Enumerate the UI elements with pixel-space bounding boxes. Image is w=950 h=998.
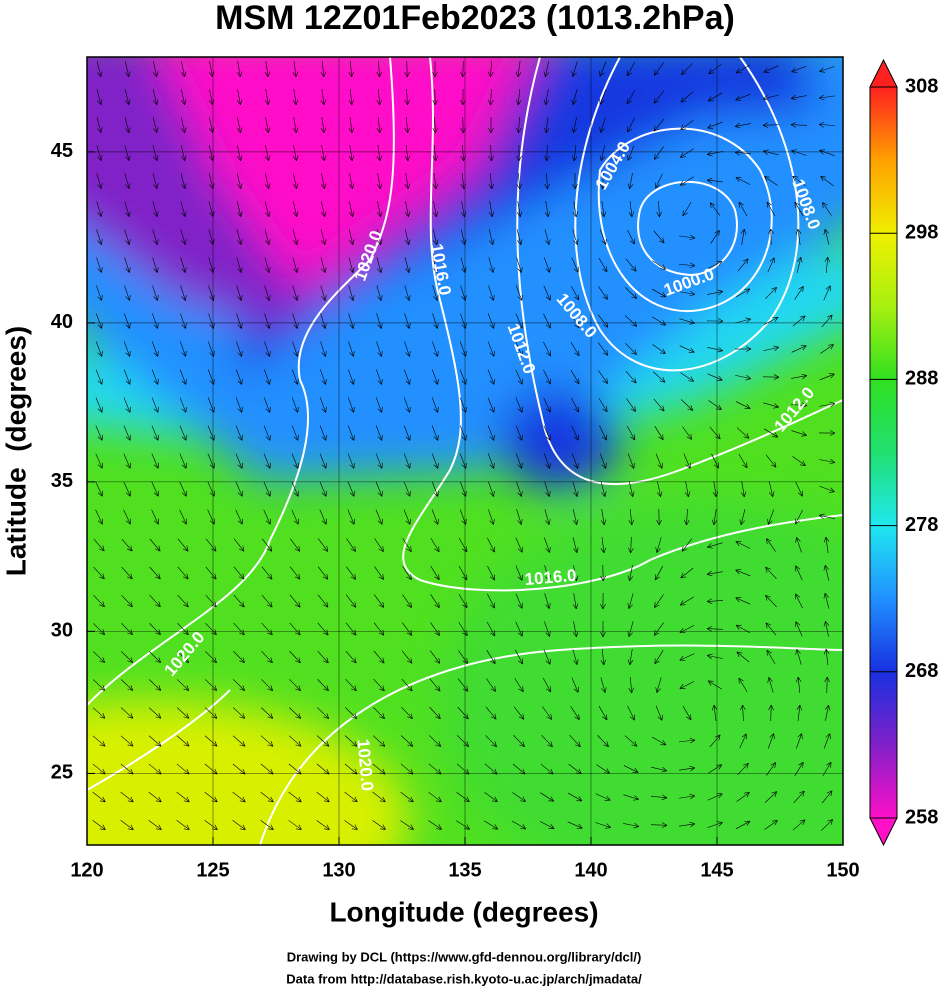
- y-tick-label: 45: [51, 140, 73, 162]
- x-tick-label: 140: [574, 859, 607, 881]
- colorbar-extend-top: [870, 60, 897, 87]
- y-tick-label: 35: [51, 470, 73, 492]
- x-axis-label: Longitude (degrees): [329, 896, 598, 927]
- colorbar-scale: [870, 87, 897, 818]
- colorbar-tick-label: 278: [905, 514, 938, 536]
- y-tick-label: 40: [51, 311, 73, 333]
- y-tick-label: 30: [51, 620, 73, 642]
- x-tick-label: 120: [70, 859, 103, 881]
- x-tick-label: 135: [448, 859, 481, 881]
- colorbar-extend-bottom: [870, 818, 897, 845]
- credit: Data from http://database.rish.kyoto-u.a…: [286, 971, 642, 986]
- x-tick-label: 125: [196, 859, 229, 881]
- colorbar-tick-label: 288: [905, 368, 938, 390]
- chart-title: MSM 12Z01Feb2023 (1013.2hPa): [215, 0, 735, 37]
- credit: Drawing by DCL (https://www.gfd-dennou.o…: [287, 949, 642, 964]
- y-axis-label: Latitude (degrees): [0, 326, 31, 576]
- y-tick-label: 25: [51, 762, 73, 784]
- x-tick-label: 130: [322, 859, 355, 881]
- colorbar-tick-label: 268: [905, 660, 938, 682]
- colorbar-tick-label: 258: [905, 806, 938, 828]
- temperature-field: [0, 30, 950, 940]
- colorbar-tick-label: 308: [905, 75, 938, 97]
- x-tick-label: 150: [826, 859, 859, 881]
- x-tick-label: 145: [700, 859, 733, 881]
- colorbar: 258 268 278 288 298 308: [870, 60, 938, 845]
- colorbar-tick-label: 298: [905, 221, 938, 243]
